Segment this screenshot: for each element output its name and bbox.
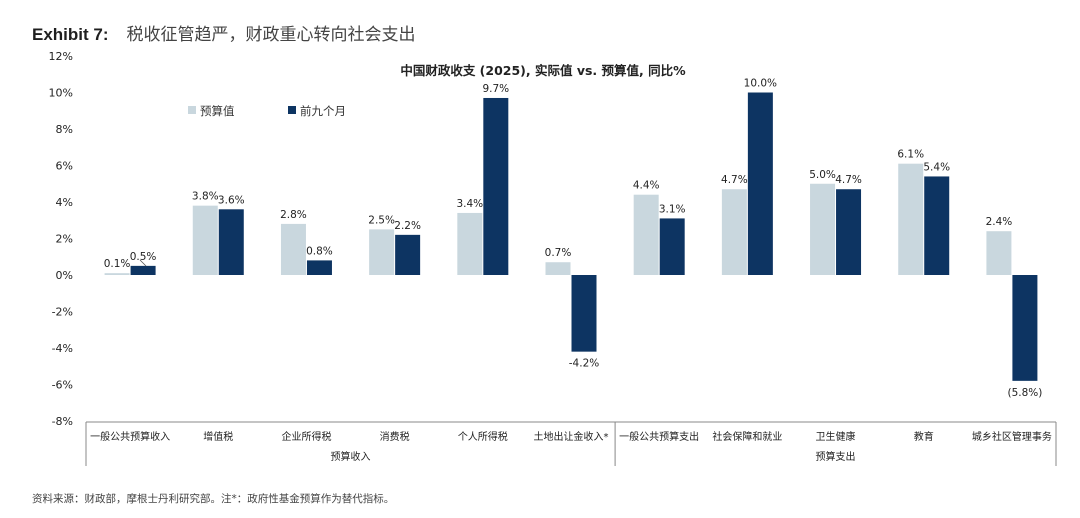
data-label-actual-11: (5.8%)	[1007, 387, 1042, 399]
bar-budget-10	[898, 163, 924, 275]
x-category-label: 社会保障和就业	[712, 430, 782, 443]
data-label-actual-9: 4.7%	[835, 174, 862, 186]
y-tick-label: -2%	[52, 306, 73, 319]
y-tick-label: 8%	[56, 123, 73, 136]
data-label-budget-3: 2.8%	[280, 209, 307, 221]
bar-budget-4	[369, 229, 395, 275]
bar-actual-5	[483, 97, 509, 275]
y-tick-label: -4%	[52, 342, 73, 355]
x-category-label: 消费税	[380, 430, 410, 443]
bar-budget-1	[104, 273, 130, 275]
data-label-actual-10: 5.4%	[923, 161, 950, 173]
x-category-label: 土地出让金收入*	[534, 430, 609, 443]
y-tick-label: 10%	[49, 87, 73, 100]
bar-actual-3	[306, 260, 332, 275]
bar-actual-2	[218, 209, 244, 275]
data-label-actual-7: 3.1%	[659, 203, 686, 215]
bar-actual-10	[924, 176, 950, 275]
y-tick-label: -8%	[52, 415, 73, 428]
legend-swatch-1	[188, 106, 196, 114]
data-label-budget-7: 4.4%	[633, 180, 660, 192]
bar-actual-9	[836, 189, 862, 275]
data-label-budget-9: 5.0%	[809, 169, 836, 181]
bar-budget-3	[280, 223, 306, 275]
data-label-budget-4: 2.5%	[368, 214, 395, 226]
legend-label-2: 前九个月	[300, 104, 346, 118]
bar-actual-4	[395, 234, 421, 275]
chart-title: 中国财政收支 (2025), 实际值 vs. 预算值, 同比%	[400, 63, 686, 78]
bar-chart: 12% 10% 8% 6% 4% 2% 0% -2% -4% -6% -8% 中国财政收支 (2025…	[49, 50, 1057, 466]
x-group-label-2: 预算支出	[816, 450, 856, 463]
source-note: 资料来源：财政部，摩根士丹利研究部。注*：政府性基金预算作为替代指标。	[32, 493, 395, 505]
data-label-actual-4: 2.2%	[394, 220, 421, 232]
bar-budget-11	[986, 231, 1012, 275]
bar-actual-7	[659, 218, 685, 275]
bar-actual-6	[571, 275, 597, 352]
bar-actual-1	[130, 265, 156, 275]
exhibit-label: Exhibit 7:	[32, 25, 109, 44]
bar-budget-2	[192, 205, 218, 275]
bar-budget-8	[721, 189, 747, 275]
bar-actual-11	[1012, 275, 1038, 381]
bar-actual-8	[747, 92, 773, 275]
exhibit-title: 税收征管趋严，财政重心转向社会支出	[126, 25, 416, 45]
y-tick-label: 12%	[49, 50, 73, 63]
bar-budget-9	[810, 183, 836, 275]
x-category-label: 一般公共预算收入	[90, 430, 170, 443]
data-label-actual-1: 0.5%	[130, 251, 157, 263]
legend-swatch-2	[288, 106, 296, 114]
data-label-budget-11: 2.4%	[986, 216, 1013, 228]
data-label-actual-3: 0.8%	[306, 245, 333, 257]
bar-budget-6	[545, 262, 571, 275]
data-label-budget-6: 0.7%	[545, 247, 572, 259]
legend-label-1: 预算值	[200, 104, 235, 118]
data-label-actual-5: 9.7%	[482, 83, 509, 95]
data-label-budget-1: 0.1%	[104, 258, 131, 270]
exhibit-header: Exhibit 7: 税收征管趋严，财政重心转向社会支出	[32, 20, 416, 45]
data-label-budget-2: 3.8%	[192, 191, 219, 203]
y-tick-label: -6%	[52, 379, 73, 392]
data-label-actual-2: 3.6%	[218, 194, 245, 206]
y-tick-label: 6%	[56, 160, 73, 173]
bar-budget-7	[633, 194, 659, 275]
data-label-actual-8: 10.0%	[744, 78, 777, 90]
y-tick-label: 0%	[56, 269, 73, 282]
bar-budget-5	[457, 212, 483, 275]
data-label-budget-10: 6.1%	[897, 149, 924, 161]
x-group-label-1: 预算收入	[331, 450, 371, 463]
data-label-budget-8: 4.7%	[721, 174, 748, 186]
y-tick-label: 2%	[56, 233, 73, 246]
x-category-label: 个人所得税	[458, 430, 508, 443]
label-leader-line	[139, 259, 147, 267]
x-category-label: 教育	[914, 430, 934, 443]
x-category-label: 城乡社区管理事务	[972, 430, 1052, 443]
y-tick-label: 4%	[56, 196, 73, 209]
data-label-budget-5: 3.4%	[456, 198, 483, 210]
data-label-actual-6: -4.2%	[569, 358, 599, 370]
x-category-label: 增值税	[203, 430, 233, 443]
x-category-label: 企业所得税	[281, 430, 331, 443]
x-category-label: 卫生健康	[816, 430, 856, 443]
x-category-label: 一般公共预算支出	[619, 430, 699, 443]
